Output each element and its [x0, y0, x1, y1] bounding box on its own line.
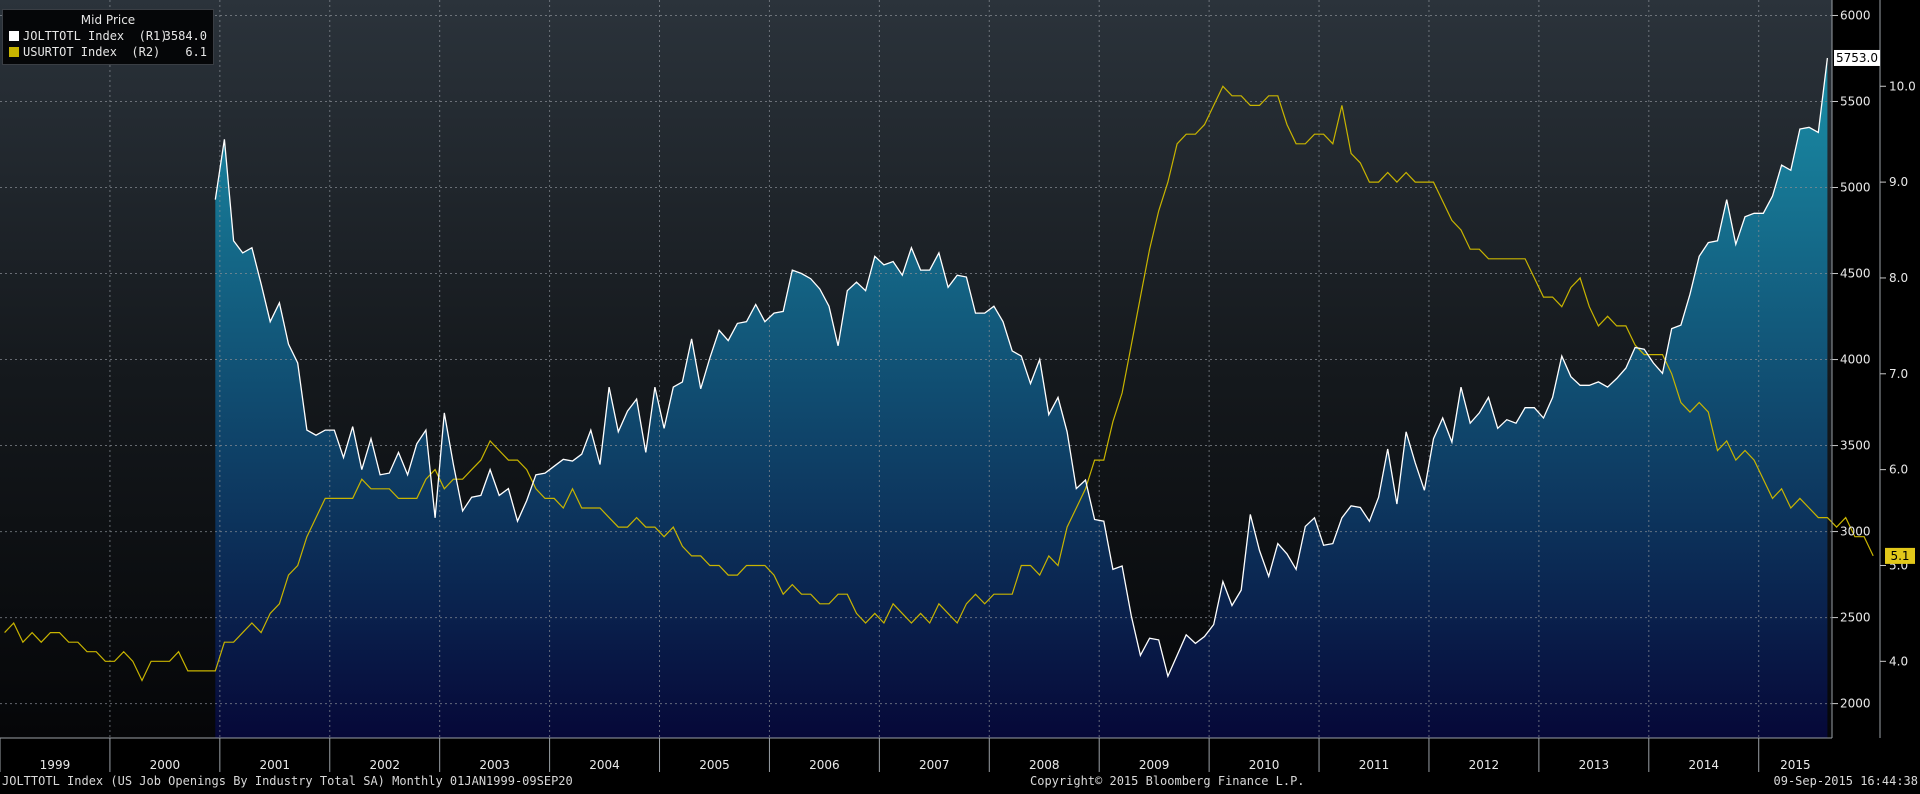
x-tick-label: 2011 [1359, 758, 1390, 772]
footer-copyright: Copyright© 2015 Bloomberg Finance L.P. [1030, 774, 1305, 788]
jolts-last-value-tag [1834, 49, 1880, 66]
legend: Mid Price JOLTTOTL Index (R1) 3584.0 USU… [2, 9, 214, 65]
unemployment-last-value-tag [1885, 547, 1915, 564]
x-tick-label: 2000 [150, 758, 181, 772]
x-tick-label: 2002 [369, 758, 400, 772]
footer-security-description: JOLTTOTL Index (US Job Openings By Indus… [2, 774, 573, 788]
unemployment-line [4, 85, 1874, 682]
y2-tick-label: 6.0 [1889, 463, 1908, 477]
x-tick-label: 2001 [260, 758, 291, 772]
y1-tick-label: 5000 [1840, 181, 1871, 195]
x-tick-label: 2003 [479, 758, 510, 772]
x-tick-label: 2015 [1780, 758, 1811, 772]
legend-value-unemployment: 6.1 [185, 45, 207, 59]
x-tick-label: 2012 [1469, 758, 1500, 772]
legend-item-unemployment: USURTOT Index (R2) 6.1 [9, 45, 209, 59]
x-tick-label: 2009 [1139, 758, 1170, 772]
series-line-layer [4, 57, 1874, 682]
grid-layer [0, 0, 1832, 738]
footer-timestamp: 09-Sep-2015 16:44:38 [1773, 774, 1919, 788]
axis-layer: 1999 2000 2001 2002 2003 2004 2005 2006 2007 2008… [0, 0, 1916, 772]
x-tick-label: 2005 [699, 758, 730, 772]
y1-tick-label: 4500 [1840, 267, 1871, 281]
legend-name-jolts: JOLTTOTL Index (R1) [23, 29, 168, 43]
x-tick-label: 2004 [589, 758, 620, 772]
legend-item-jolts: JOLTTOTL Index (R1) 3584.0 [9, 29, 209, 43]
legend-name-unemployment: USURTOT Index (R2) [23, 45, 161, 59]
y1-tick-label: 4000 [1840, 353, 1871, 367]
x-tick-label: 2007 [919, 758, 950, 772]
jolts-area-layer [215, 58, 1828, 738]
y1-tick-label: 2000 [1840, 697, 1871, 711]
x-tick-label: 2008 [1029, 758, 1060, 772]
jolts-last-value-label: 5753.0 [1836, 51, 1878, 65]
y2-tick-label: 4.0 [1889, 654, 1908, 668]
y1-tick-label: 2500 [1840, 611, 1871, 625]
y1-tick-label: 5500 [1840, 94, 1871, 108]
y2-tick-label: 8.0 [1889, 271, 1908, 285]
x-tick-label: 2014 [1688, 758, 1719, 772]
y1-tick-label: 3500 [1840, 439, 1871, 453]
unemployment-last-value-label: 5.1 [1890, 549, 1909, 563]
x-tick-label: 1999 [40, 758, 71, 772]
legend-value-jolts: 3584.0 [163, 29, 207, 43]
y1-tick-label: 6000 [1840, 8, 1871, 22]
jolts-area [215, 58, 1828, 738]
y2-tick-label: 10.0 [1889, 79, 1916, 93]
x-tick-label: 2010 [1249, 758, 1280, 772]
y2-tick-label: 9.0 [1889, 175, 1908, 189]
y2-tick-label: 7.0 [1889, 367, 1908, 381]
legend-swatch-jolts [9, 31, 19, 41]
y1-tick-label: 3000 [1840, 525, 1871, 539]
legend-swatch-unemployment [9, 47, 19, 57]
jolts-line [214, 57, 1829, 679]
legend-title: Mid Price [80, 13, 136, 27]
x-tick-label: 2013 [1579, 758, 1610, 772]
x-tick-label: 2006 [809, 758, 840, 772]
